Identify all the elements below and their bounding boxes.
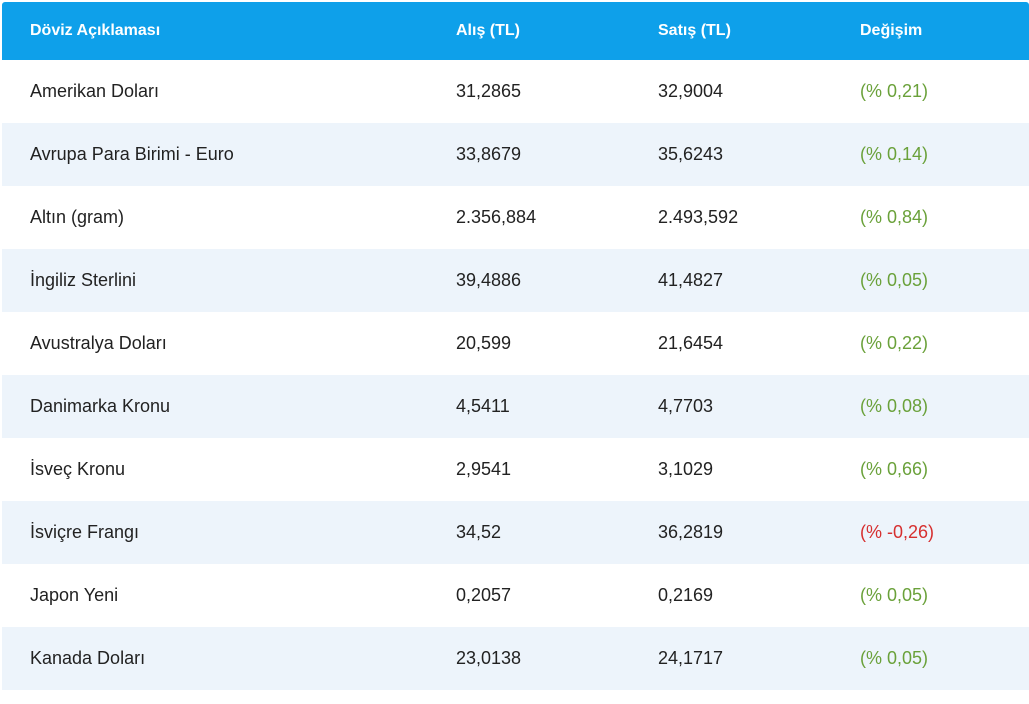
table-row: Altın (gram) 2.356,884 2.493,592 (% 0,84… [2, 186, 1029, 249]
sell-value: 2.493,592 [658, 207, 739, 227]
sell-value: 0,2169 [658, 585, 714, 605]
change-value: (% 0,66) [860, 459, 929, 479]
buy-value: 2,9541 [456, 459, 512, 479]
sell-value: 4,7703 [658, 396, 714, 416]
buy-value: 2.356,884 [456, 207, 537, 227]
currency-name: Amerikan Doları [30, 81, 160, 101]
table-header: Döviz Açıklaması Alış (TL) Satış (TL) De… [2, 2, 1029, 60]
change-value: (% 0,84) [860, 207, 929, 227]
header-buy: Alış (TL) [456, 22, 520, 39]
table-row: Danimarka Kronu 4,5411 4,7703 (% 0,08) [2, 375, 1029, 438]
currency-name: Danimarka Kronu [30, 396, 171, 416]
header-sell: Satış (TL) [658, 22, 731, 39]
table-row: Avustralya Doları 20,599 21,6454 (% 0,22… [2, 312, 1029, 375]
currency-name: Avustralya Doları [30, 333, 167, 353]
buy-value: 34,52 [456, 522, 502, 542]
buy-value: 33,8679 [456, 144, 522, 164]
change-value: (% 0,05) [860, 585, 929, 605]
table-row: Kanada Doları 23,0138 24,1717 (% 0,05) [2, 627, 1029, 690]
sell-value: 36,2819 [658, 522, 724, 542]
buy-value: 0,2057 [456, 585, 512, 605]
change-value: (% 0,21) [860, 81, 929, 101]
table-row: Japon Yeni 0,2057 0,2169 (% 0,05) [2, 564, 1029, 627]
sell-value: 3,1029 [658, 459, 714, 479]
change-value: (% 0,05) [860, 270, 929, 290]
buy-value: 23,0138 [456, 648, 522, 668]
currency-name: İngiliz Sterlini [30, 270, 137, 290]
buy-value: 4,5411 [456, 396, 510, 416]
header-change: Değişim [860, 22, 923, 39]
currency-name: İsveç Kronu [30, 459, 126, 479]
currency-name: İsviçre Frangı [30, 522, 140, 542]
change-value: (% 0,22) [860, 333, 929, 353]
currency-name: Altın (gram) [30, 207, 125, 227]
table-row: İngiliz Sterlini 39,4886 41,4827 (% 0,05… [2, 249, 1029, 312]
change-value: (% 0,05) [860, 648, 929, 668]
buy-value: 31,2865 [456, 81, 522, 101]
currency-name: Avrupa Para Birimi - Euro [30, 144, 234, 164]
change-value: (% 0,14) [860, 144, 929, 164]
currency-name: Kanada Doları [30, 648, 146, 668]
buy-value: 39,4886 [456, 270, 522, 290]
currency-table: Döviz Açıklaması Alış (TL) Satış (TL) De… [2, 2, 1029, 690]
table-row: İsviçre Frangı 34,52 36,2819 (% -0,26) [2, 501, 1029, 564]
sell-value: 21,6454 [658, 333, 724, 353]
change-value: (% -0,26) [860, 522, 935, 542]
buy-value: 20,599 [456, 333, 512, 353]
sell-value: 35,6243 [658, 144, 724, 164]
change-value: (% 0,08) [860, 396, 929, 416]
table-row: İsveç Kronu 2,9541 3,1029 (% 0,66) [2, 438, 1029, 501]
sell-value: 32,9004 [658, 81, 724, 101]
sell-value: 24,1717 [658, 648, 724, 668]
table-row: Amerikan Doları 31,2865 32,9004 (% 0,21) [2, 60, 1029, 123]
header-currency-name: Döviz Açıklaması [30, 22, 161, 39]
currency-name: Japon Yeni [30, 585, 119, 605]
table-row: Avrupa Para Birimi - Euro 33,8679 35,624… [2, 123, 1029, 186]
sell-value: 41,4827 [658, 270, 724, 290]
